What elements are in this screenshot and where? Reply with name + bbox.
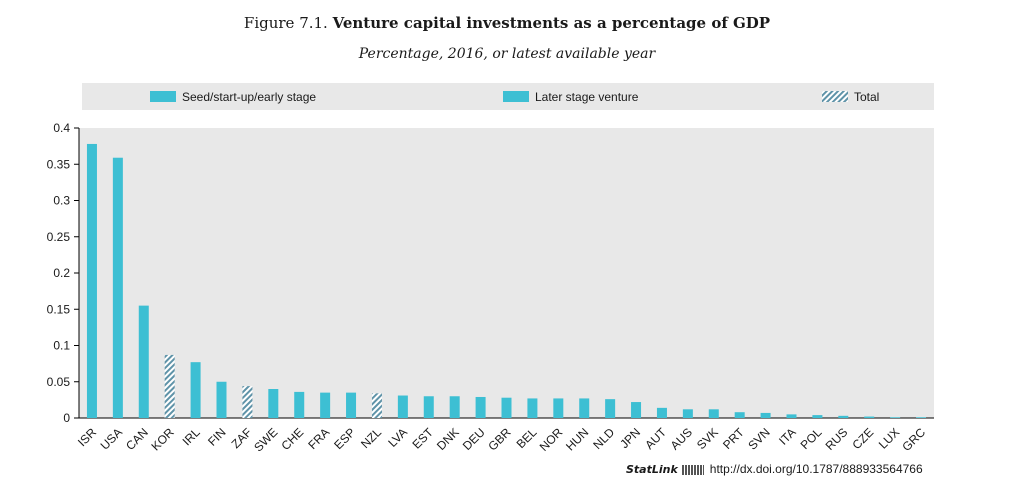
x-tick-label-POL: POL (798, 425, 825, 452)
figure-title: Venture capital investments as a percent… (332, 14, 771, 32)
bar-BEL (527, 398, 538, 418)
x-tick-label-LUX: LUX (876, 425, 902, 451)
bar-RUS (838, 415, 849, 418)
y-tick-label-3: 0.15 (47, 302, 71, 316)
y-tick-label-6: 0.3 (53, 194, 70, 208)
bar-ESP (346, 392, 357, 418)
bar-POL (812, 415, 823, 418)
x-tick-label-FIN: FIN (205, 425, 229, 449)
x-tick-label-NZL: NZL (358, 425, 384, 451)
y-tick-label-5: 0.25 (47, 230, 71, 244)
bar-HUN (579, 398, 590, 418)
bar-NLD (605, 399, 616, 418)
bar-SVN (760, 412, 771, 418)
bar-DEU (475, 396, 486, 418)
bar-ZAF (242, 386, 253, 418)
bar-PRT (734, 412, 745, 418)
bars (86, 143, 927, 418)
bar-SVK (708, 409, 719, 418)
bar-LUX (890, 417, 901, 418)
y-axis: 0 0.05 0.1 0.15 0.2 0.25 0.3 0.35 0.4 (47, 121, 79, 425)
x-tick-label-BEL: BEL (514, 425, 540, 451)
bar-CHE (294, 391, 305, 418)
x-tick-label-HUN: HUN (563, 425, 591, 453)
bar-NOR (553, 398, 564, 418)
x-tick-label-SVK: SVK (694, 425, 721, 452)
bar-FIN (216, 381, 227, 418)
x-tick-label-CAN: CAN (123, 425, 151, 453)
figure-number: Figure 7.1. (243, 14, 328, 32)
x-tick-label-KOR: KOR (149, 425, 178, 454)
bar-DNK (449, 396, 460, 418)
bar-AUT (656, 407, 667, 418)
legend-label-0: Seed/start-up/early stage (182, 90, 316, 104)
x-tick-label-CZE: CZE (849, 425, 876, 452)
legend-label-2: Total (854, 90, 879, 104)
y-tick-label-2: 0.1 (53, 339, 70, 353)
bar-JPN (631, 402, 642, 418)
x-tick-label-ZAF: ZAF (229, 425, 255, 451)
y-tick-label-7: 0.35 (47, 157, 71, 171)
x-tick-label-USA: USA (98, 425, 125, 452)
x-tick-label-ITA: ITA (776, 425, 798, 447)
statlink[interactable]: StatLink http://dx.doi.org/10.1787/888933… (626, 462, 923, 476)
x-tick-label-GBR: GBR (485, 425, 514, 454)
bar-GRC (916, 417, 927, 418)
x-tick-label-SVN: SVN (745, 425, 772, 452)
bar-KOR (164, 354, 175, 418)
y-tick-label-8: 0.4 (53, 121, 70, 135)
statlink-url[interactable]: http://dx.doi.org/10.1787/888933564766 (709, 462, 923, 476)
x-tick-label-PRT: PRT (720, 425, 747, 452)
x-tick-label-JPN: JPN (617, 425, 643, 451)
x-tick-label-LVA: LVA (385, 425, 410, 450)
x-tick-label-CHE: CHE (279, 425, 307, 453)
x-tick-label-FRA: FRA (305, 425, 332, 452)
legend-swatch-2 (822, 91, 848, 102)
x-tick-label-AUS: AUS (668, 425, 695, 452)
bar-GBR (501, 397, 512, 418)
statlink-barcode-icon (681, 464, 704, 475)
x-tick-label-IRL: IRL (180, 425, 203, 448)
x-tick-label-EST: EST (409, 425, 436, 452)
x-tick-label-DEU: DEU (460, 425, 488, 453)
x-tick-label-ISR: ISR (75, 425, 99, 449)
legend: Seed/start-up/early stage Later stage ven… (150, 90, 879, 104)
y-tick-label-4: 0.2 (53, 266, 70, 280)
legend-swatch-0 (150, 91, 176, 102)
bar-CAN (138, 305, 149, 418)
plot-background (79, 128, 934, 418)
x-tick-label-NOR: NOR (537, 425, 566, 454)
bar-USA (112, 157, 123, 418)
bar-ITA (786, 414, 797, 418)
legend-label-1: Later stage venture (535, 90, 639, 104)
bar-EST (423, 396, 434, 418)
y-tick-label-1: 0.05 (47, 375, 71, 389)
x-tick-label-ESP: ESP (331, 425, 358, 452)
y-tick-label-0: 0 (63, 411, 70, 425)
bar-AUS (682, 409, 693, 418)
x-tick-label-DNK: DNK (434, 425, 462, 453)
bar-SWE (268, 389, 279, 418)
statlink-brand: StatLink (626, 463, 678, 476)
legend-swatch-1 (503, 91, 529, 102)
bar-FRA (320, 392, 331, 418)
x-tick-label-SWE: SWE (251, 425, 280, 454)
chart-title: Figure 7.1. Venture capital investments … (0, 14, 1014, 32)
bar-CZE (864, 416, 875, 418)
bar-LVA (397, 395, 408, 418)
x-tick-label-GRC: GRC (899, 425, 928, 454)
x-tick-label-AUT: AUT (642, 425, 669, 452)
bar-IRL (190, 362, 201, 418)
chart-subtitle: Percentage, 2016, or latest available ye… (358, 46, 656, 62)
x-tick-label-NLD: NLD (590, 425, 617, 452)
bar-ISR (86, 143, 97, 418)
bar-NZL (371, 393, 382, 418)
x-tick-label-RUS: RUS (823, 425, 851, 453)
